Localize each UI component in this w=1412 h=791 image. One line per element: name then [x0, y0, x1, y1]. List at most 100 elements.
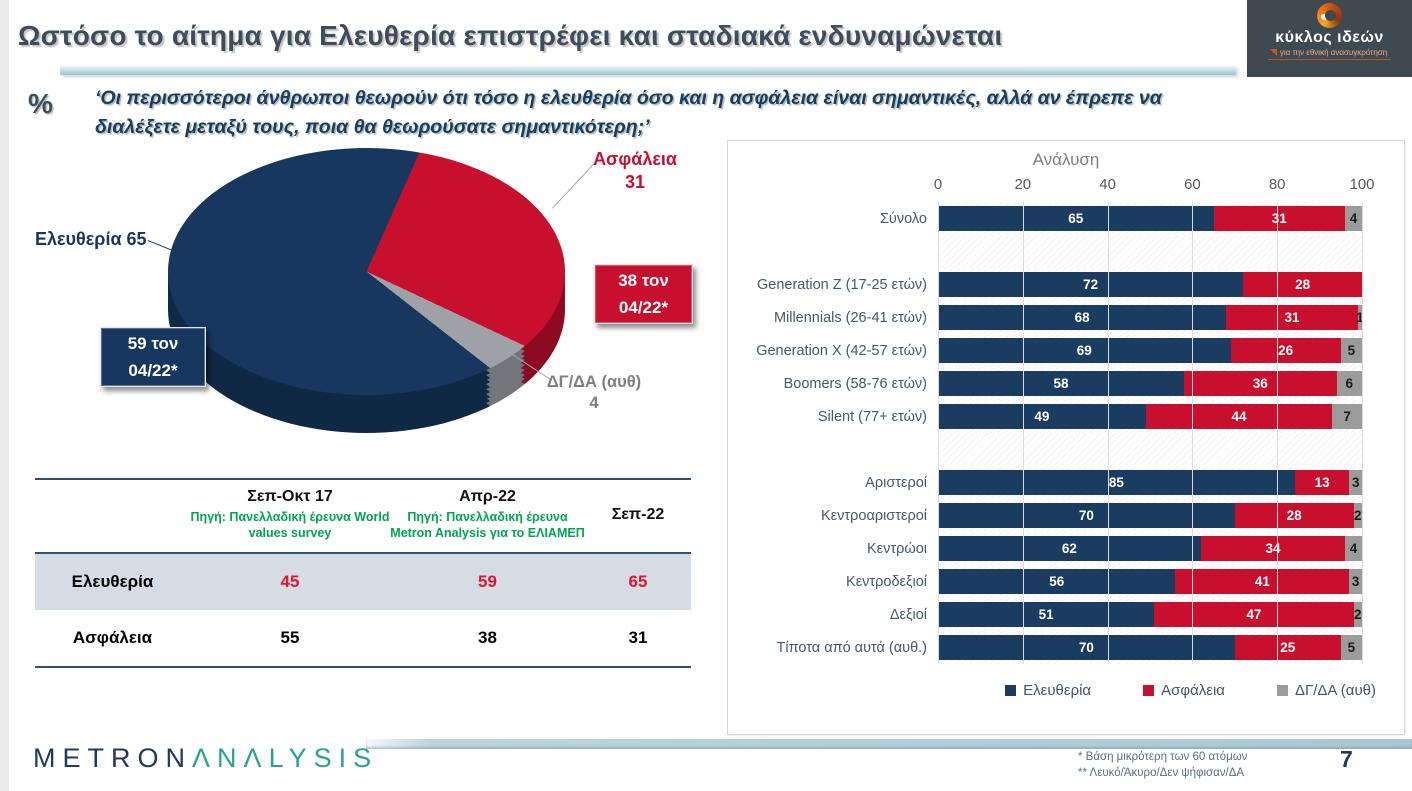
bar-value-label: 4: [1349, 211, 1358, 226]
pie-top-face: [168, 148, 565, 395]
bar-value-label: 36: [1252, 376, 1268, 391]
bar-row: Generation X (42-57 ετών) 69 26 5: [738, 334, 1362, 367]
bottom-accent-bar: [366, 739, 1412, 749]
kyklos-swirl-icon: [1317, 3, 1342, 28]
bar-segment: 28: [1234, 503, 1354, 528]
kyklos-tagline: για την εθνική ανασυγκρότηση: [1279, 48, 1388, 57]
bar-segment: 68: [938, 305, 1227, 330]
chart-title: Ανάλυση: [1032, 150, 1100, 169]
bar-segment: 51: [938, 602, 1155, 627]
legend-item-asfaleia: Ασφάλεια: [1143, 682, 1225, 699]
bar-row: Αριστεροί 85 13 3: [738, 466, 1362, 499]
bar-segment: 7: [1332, 404, 1362, 429]
callout-line: 04/22*: [128, 361, 178, 381]
bar-segment: 47: [1154, 602, 1354, 627]
x-axis: 0 20 40 60 80 100: [934, 174, 1375, 202]
bar-track: 65 31 4: [938, 202, 1362, 235]
category-label: Τίποτα από αυτά (αυθ.): [776, 639, 927, 656]
stacked-bar: 56 41 3: [938, 569, 1362, 594]
bar-segment: 44: [1145, 404, 1333, 429]
bar-value-label: 3: [1351, 475, 1360, 490]
table-body: Ελευθερία 45 59 65 Ασφάλεια 55 38 31: [35, 553, 691, 668]
bar-value-label: 5: [1347, 640, 1356, 655]
bar-segment: 72: [938, 272, 1244, 297]
bar-segment: 28: [1243, 272, 1362, 297]
pie-label-eleftheria: Ελευθερία 65: [35, 229, 147, 249]
table-value: 31: [628, 627, 648, 647]
table-header-cell: Απρ-22 Πηγή: Πανελλαδική έρευνα Metron An…: [390, 488, 585, 542]
bar-value-label: 6: [1345, 376, 1353, 391]
column-title: Σεπ-Οκτ 17: [247, 488, 333, 505]
survey-question: ‘Οι περισσότεροι άνθρωποι θεωρούν ότι τό…: [95, 87, 1162, 139]
table-header-cell: Σεπ-Οκτ 17 Πηγή: Πανελλαδική έρευνα World…: [190, 488, 390, 542]
stacked-bar: 69 26 5: [938, 338, 1362, 363]
bar-segment: 31: [1213, 206, 1346, 231]
table-value: 59: [478, 571, 497, 591]
bar-segment: 3: [1349, 470, 1362, 495]
pie-label-asfaleia-value: 31: [624, 172, 646, 193]
bar-value-label: 70: [1078, 640, 1094, 655]
tagline-arrow-icon: [1269, 49, 1277, 56]
footnotes: * Βάση μικρότερη των 60 ατόμων ** Λευκό/…: [1078, 749, 1247, 781]
bar-segment: 34: [1200, 536, 1346, 561]
bar-segment: 5: [1340, 635, 1362, 660]
bar-value-label: 49: [1034, 409, 1050, 424]
bar-row: Silent (77+ ετών) 49 44 7: [738, 400, 1362, 433]
footnote-2: ** Λευκό/Άκυρο/Δεν ψήφισαν/ΔΑ: [1078, 767, 1245, 780]
kyklos-tagline-row: για την εθνική ανασυγκρότηση: [1267, 48, 1392, 60]
metron-analysis-logo: METRONΛNΛLYSIS: [33, 743, 378, 774]
page-title: Ωστόσο το αίτημα για Ελευθερία επιστρέφε…: [18, 20, 1003, 51]
bar-row: Millennials (26-41 ετών) 68 31 1: [738, 301, 1362, 334]
table-value: 38: [478, 627, 497, 647]
bar-track: 70 25 5: [938, 631, 1362, 664]
table-value: 55: [280, 627, 300, 647]
bar-segment: 36: [1183, 371, 1337, 396]
column-title: Σεπ-22: [611, 505, 665, 523]
category-label: Κεντρώοι: [867, 540, 927, 557]
axis-tick-label: 80: [1268, 176, 1286, 193]
bar-value-label: 47: [1246, 607, 1262, 622]
bar-value-label: 72: [1083, 277, 1099, 292]
category-label: Generation Z (17-25 ετών): [757, 276, 927, 293]
row-label: Ασφάλεια: [72, 627, 153, 647]
analysis-panel: Ανάλυση 0 20 40 60 80 100 Σύνολο 65 31 4 Generati…: [727, 140, 1405, 735]
page-number: 7: [1340, 746, 1353, 772]
bar-segment: 5: [1340, 338, 1362, 363]
bar-track: 62 34 4: [938, 532, 1362, 565]
title-underline-bar: [60, 66, 1236, 75]
table-value: 65: [628, 571, 648, 591]
bar-segment: 58: [938, 371, 1184, 396]
bar-segment: 31: [1226, 305, 1358, 330]
stacked-bar: 70 25 5: [938, 635, 1362, 660]
stacked-bar: 68 31 1: [938, 305, 1362, 330]
legend-label: Ασφάλεια: [1161, 682, 1225, 699]
bar-value-label: 41: [1254, 574, 1270, 589]
legend-swatch-eleftheria: [1005, 685, 1017, 696]
trend-table: Σεπ-Οκτ 17 Πηγή: Πανελλαδική έρευνα World…: [35, 478, 691, 668]
bar-segment: 56: [938, 569, 1176, 594]
bar-value-label: 34: [1265, 541, 1281, 556]
bar-segment: 1: [1356, 305, 1362, 330]
bar-value-label: 4: [1349, 541, 1358, 556]
bar-track: 70 28 2: [938, 499, 1362, 532]
bar-value-label: 31: [1271, 211, 1287, 226]
percent-symbol: %: [28, 88, 53, 119]
bar-track: 56 41 3: [938, 565, 1362, 598]
legend-item-dgda: ΔΓ/ΔΑ (αυθ): [1276, 682, 1376, 699]
category-label: Σύνολο: [879, 210, 927, 227]
chart-legend: Ελευθερία Ασφάλεια ΔΓ/ΔΑ (αυθ): [728, 682, 1376, 699]
table-value: 45: [280, 571, 300, 591]
bar-value-label: 85: [1108, 475, 1124, 490]
bar-value-label: 51: [1038, 607, 1054, 622]
pie-label-dgda-name: ΔΓ/ΔΑ (αυθ): [546, 373, 642, 391]
bar-segment: 26: [1230, 338, 1341, 363]
bar-segment: 25: [1234, 635, 1341, 660]
bar-value-label: 28: [1286, 508, 1302, 523]
callout-line: 38 τον: [618, 271, 669, 290]
metron-logo-part2: ΛNΛLYSIS: [192, 743, 379, 773]
callout-line: 59 τον: [127, 334, 179, 353]
gridline: [1362, 202, 1363, 664]
stacked-bar: 62 34 4: [938, 536, 1362, 561]
category-label: Generation X (42-57 ετών): [756, 342, 927, 359]
bar-segment: 3: [1349, 569, 1362, 594]
